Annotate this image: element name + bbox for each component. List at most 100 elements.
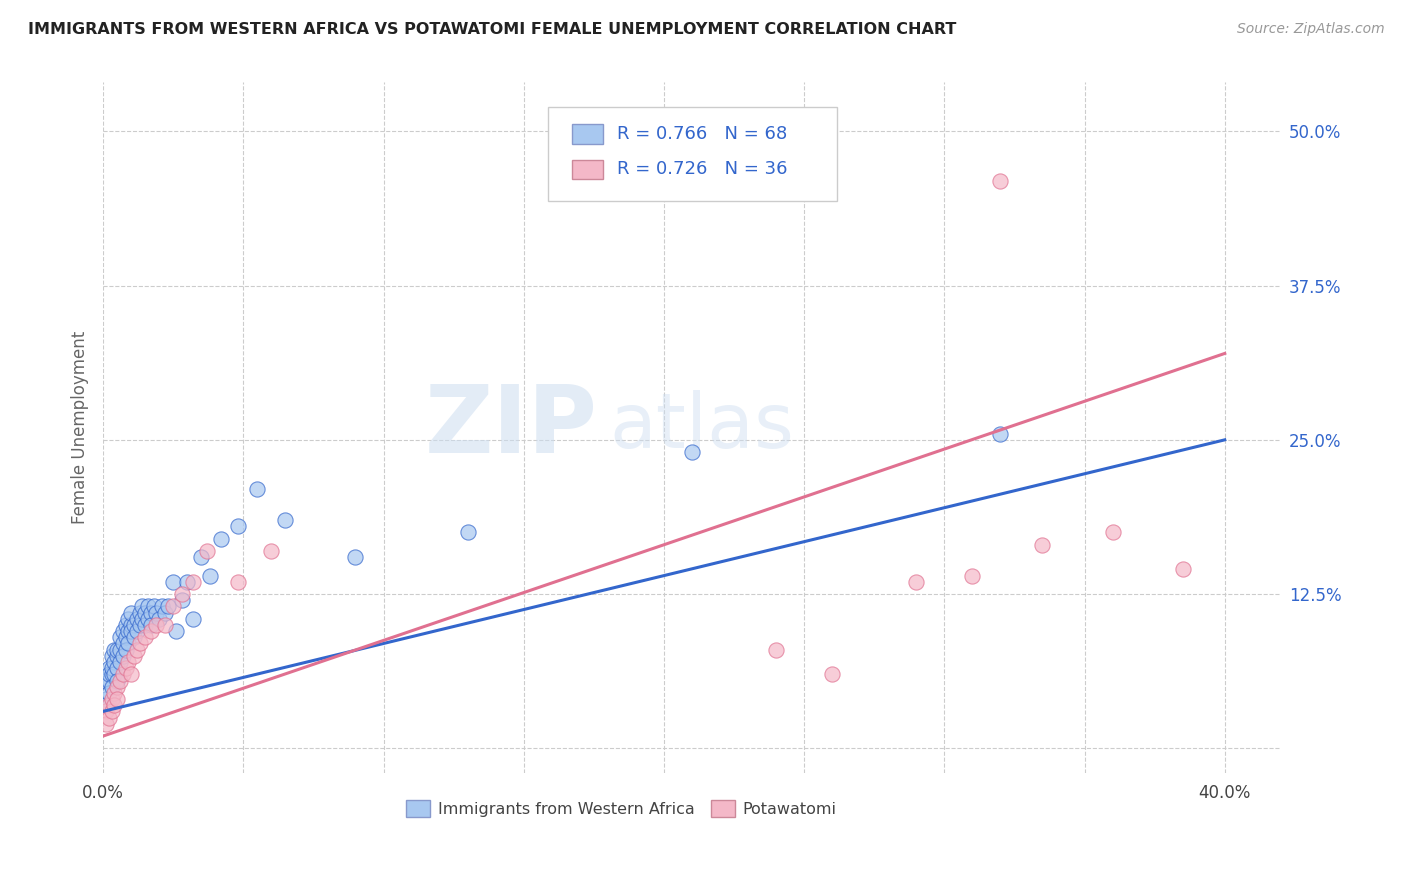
Point bbox=[100, 648, 122, 663]
Point bbox=[148, 612, 170, 626]
Point bbox=[1101, 525, 1123, 540]
Text: Source: ZipAtlas.com: Source: ZipAtlas.com bbox=[1237, 22, 1385, 37]
Point bbox=[181, 574, 204, 589]
Point bbox=[153, 606, 176, 620]
Point bbox=[105, 661, 128, 675]
Point bbox=[134, 618, 156, 632]
Point bbox=[103, 642, 125, 657]
Point bbox=[100, 661, 122, 675]
Text: ZIP: ZIP bbox=[425, 382, 598, 474]
Point bbox=[1171, 562, 1194, 576]
Point bbox=[905, 574, 928, 589]
Point bbox=[176, 574, 198, 589]
Point bbox=[120, 618, 142, 632]
Point bbox=[139, 618, 162, 632]
Point bbox=[97, 686, 120, 700]
Point bbox=[139, 606, 162, 620]
Point bbox=[134, 630, 156, 644]
Point bbox=[114, 642, 136, 657]
Point bbox=[156, 599, 179, 614]
Point bbox=[128, 618, 150, 632]
Point bbox=[142, 599, 165, 614]
Point bbox=[1031, 538, 1053, 552]
Point bbox=[97, 698, 120, 713]
Point bbox=[100, 680, 122, 694]
Point bbox=[122, 630, 145, 644]
Point bbox=[108, 630, 131, 644]
Text: R = 0.766   N = 68: R = 0.766 N = 68 bbox=[617, 125, 787, 143]
Point bbox=[117, 612, 139, 626]
Point bbox=[962, 568, 984, 582]
Point bbox=[105, 692, 128, 706]
Point bbox=[170, 587, 193, 601]
Point bbox=[111, 667, 134, 681]
Point bbox=[94, 673, 117, 688]
Point bbox=[181, 612, 204, 626]
Point bbox=[103, 686, 125, 700]
Point bbox=[260, 544, 283, 558]
Point bbox=[114, 630, 136, 644]
Point bbox=[100, 692, 122, 706]
Point bbox=[103, 667, 125, 681]
Point bbox=[120, 667, 142, 681]
Point bbox=[117, 655, 139, 669]
Point bbox=[103, 655, 125, 669]
Point bbox=[111, 636, 134, 650]
Point bbox=[97, 673, 120, 688]
Point bbox=[344, 550, 367, 565]
Point bbox=[990, 174, 1012, 188]
Point bbox=[145, 618, 167, 632]
Point bbox=[122, 648, 145, 663]
Point bbox=[117, 624, 139, 639]
Point bbox=[111, 648, 134, 663]
Point bbox=[190, 550, 212, 565]
Point bbox=[128, 606, 150, 620]
Point bbox=[94, 698, 117, 713]
Point bbox=[120, 606, 142, 620]
Point bbox=[105, 648, 128, 663]
Point bbox=[122, 618, 145, 632]
Point bbox=[125, 612, 148, 626]
Point bbox=[226, 519, 249, 533]
Point bbox=[226, 574, 249, 589]
Point bbox=[145, 606, 167, 620]
Point bbox=[128, 636, 150, 650]
Text: R = 0.726   N = 36: R = 0.726 N = 36 bbox=[617, 161, 787, 178]
Point bbox=[165, 624, 187, 639]
Point bbox=[97, 667, 120, 681]
Point bbox=[153, 618, 176, 632]
Point bbox=[246, 482, 269, 496]
Legend: Immigrants from Western Africa, Potawatomi: Immigrants from Western Africa, Potawato… bbox=[399, 794, 844, 824]
Point bbox=[195, 544, 218, 558]
Point bbox=[765, 642, 787, 657]
Point bbox=[198, 568, 221, 582]
Point bbox=[170, 593, 193, 607]
Point bbox=[134, 606, 156, 620]
Point bbox=[162, 574, 184, 589]
Point bbox=[162, 599, 184, 614]
Point bbox=[131, 612, 153, 626]
Point bbox=[125, 642, 148, 657]
Point bbox=[94, 716, 117, 731]
Point bbox=[114, 661, 136, 675]
Point bbox=[97, 710, 120, 724]
Point bbox=[117, 636, 139, 650]
Point bbox=[108, 673, 131, 688]
Point bbox=[108, 642, 131, 657]
Point bbox=[136, 599, 159, 614]
Point bbox=[97, 661, 120, 675]
Point bbox=[209, 532, 232, 546]
Point bbox=[120, 624, 142, 639]
Point bbox=[274, 513, 297, 527]
Point bbox=[457, 525, 479, 540]
Y-axis label: Female Unemployment: Female Unemployment bbox=[72, 331, 89, 524]
Point bbox=[108, 655, 131, 669]
Point bbox=[821, 667, 844, 681]
Point bbox=[111, 624, 134, 639]
Point bbox=[103, 698, 125, 713]
Point bbox=[125, 624, 148, 639]
Text: IMMIGRANTS FROM WESTERN AFRICA VS POTAWATOMI FEMALE UNEMPLOYMENT CORRELATION CHA: IMMIGRANTS FROM WESTERN AFRICA VS POTAWA… bbox=[28, 22, 956, 37]
Point bbox=[990, 426, 1012, 441]
Point bbox=[105, 673, 128, 688]
Point bbox=[100, 667, 122, 681]
